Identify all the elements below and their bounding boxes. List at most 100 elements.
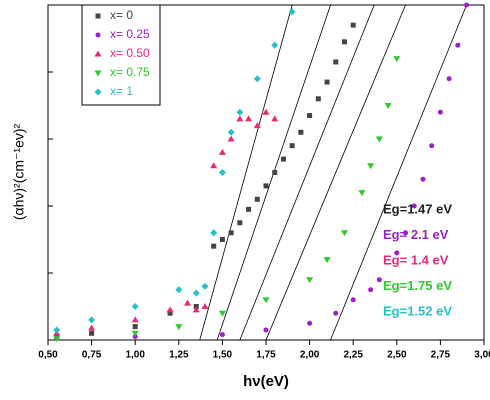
x-tick-label: 2,25 xyxy=(343,350,363,361)
data-point xyxy=(228,230,234,236)
data-point xyxy=(131,303,139,310)
data-point xyxy=(333,310,339,316)
data-point xyxy=(263,327,269,333)
data-point xyxy=(350,22,356,28)
x-tick-label: 1,50 xyxy=(213,350,233,361)
data-point xyxy=(376,277,382,283)
data-point xyxy=(367,163,375,170)
legend-marker xyxy=(95,13,101,19)
fit-line xyxy=(330,4,467,341)
data-point xyxy=(175,324,183,331)
data-point xyxy=(192,289,200,297)
data-point xyxy=(218,310,226,317)
data-point xyxy=(464,2,470,8)
data-point xyxy=(175,286,183,294)
data-point xyxy=(288,8,296,16)
data-point xyxy=(132,324,138,330)
data-point xyxy=(219,332,225,338)
data-point xyxy=(201,303,209,309)
data-point xyxy=(227,128,235,136)
data-point xyxy=(307,320,313,326)
legend-label: x= 0.75 xyxy=(110,65,150,79)
legend-box xyxy=(81,4,161,106)
x-tick-label: 1,25 xyxy=(169,350,189,361)
data-point xyxy=(411,203,417,209)
data-point xyxy=(358,190,366,197)
annotation: Eg=1.52 eV xyxy=(383,303,452,318)
data-point xyxy=(236,108,244,116)
data-point xyxy=(254,196,260,202)
x-axis-label: hν(eV) xyxy=(243,373,289,390)
data-point xyxy=(403,230,409,236)
data-point xyxy=(201,282,209,290)
data-point xyxy=(307,113,313,119)
data-point xyxy=(253,122,261,129)
x-tick-label: 2,00 xyxy=(300,350,320,361)
data-point xyxy=(192,306,200,313)
annotation: Eg=1.75 eV xyxy=(383,278,452,293)
annotation: Eg= 2.1 eV xyxy=(383,227,449,242)
data-point xyxy=(271,41,279,49)
fit-line xyxy=(199,4,293,341)
data-point xyxy=(237,220,243,226)
data-point xyxy=(271,115,279,122)
x-tick-label: 0,75 xyxy=(82,350,102,361)
legend-label: x= 0 xyxy=(110,8,133,22)
data-point xyxy=(210,229,218,237)
data-point xyxy=(323,257,331,264)
data-point xyxy=(324,79,330,85)
data-point xyxy=(446,76,452,82)
data-point xyxy=(306,277,314,284)
data-point xyxy=(219,237,225,242)
data-point xyxy=(455,42,461,48)
data-point xyxy=(53,326,61,334)
data-point xyxy=(368,287,374,293)
data-point xyxy=(429,143,435,149)
data-point xyxy=(350,297,356,303)
data-point xyxy=(211,243,217,249)
data-point xyxy=(210,162,218,169)
data-point xyxy=(315,96,321,102)
fit-line xyxy=(265,4,406,341)
data-point xyxy=(384,103,392,109)
data-point xyxy=(341,39,347,45)
annotation: Eg=1.47 eV xyxy=(383,201,452,216)
data-point xyxy=(375,136,383,143)
data-point xyxy=(333,59,339,65)
annotation: Eg= 1.4 eV xyxy=(383,252,449,267)
legend-marker xyxy=(95,32,101,38)
legend-label: x= 0.50 xyxy=(110,46,150,60)
data-point xyxy=(420,176,426,182)
data-point xyxy=(131,330,139,337)
data-point xyxy=(218,169,226,176)
data-point xyxy=(53,336,61,343)
data-point xyxy=(89,330,95,336)
x-tick-label: 3,00 xyxy=(474,350,490,361)
data-point xyxy=(393,56,401,63)
x-tick-label: 1,75 xyxy=(256,350,276,361)
data-point xyxy=(184,299,192,306)
data-point xyxy=(245,115,253,122)
data-point xyxy=(289,143,295,149)
data-point xyxy=(218,148,226,155)
data-point xyxy=(88,324,96,331)
data-point xyxy=(131,316,139,323)
y-axis-label: (αhν)²(cm⁻¹ev)² xyxy=(11,123,27,220)
data-point xyxy=(262,297,270,304)
data-point xyxy=(340,230,348,237)
data-point xyxy=(88,316,96,324)
legend-label: x= 0.25 xyxy=(110,27,150,41)
data-point xyxy=(280,156,286,162)
x-tick-label: 1,00 xyxy=(125,350,145,361)
data-point xyxy=(298,129,304,135)
data-point xyxy=(246,206,252,212)
x-tick-label: 0,50 xyxy=(38,350,58,361)
legend-marker xyxy=(94,88,102,96)
legend-marker xyxy=(94,50,102,57)
data-point xyxy=(272,170,278,175)
x-tick-label: 2,50 xyxy=(387,350,407,361)
data-point xyxy=(262,108,270,115)
x-tick-label: 2,75 xyxy=(431,350,451,361)
data-point xyxy=(236,115,244,122)
